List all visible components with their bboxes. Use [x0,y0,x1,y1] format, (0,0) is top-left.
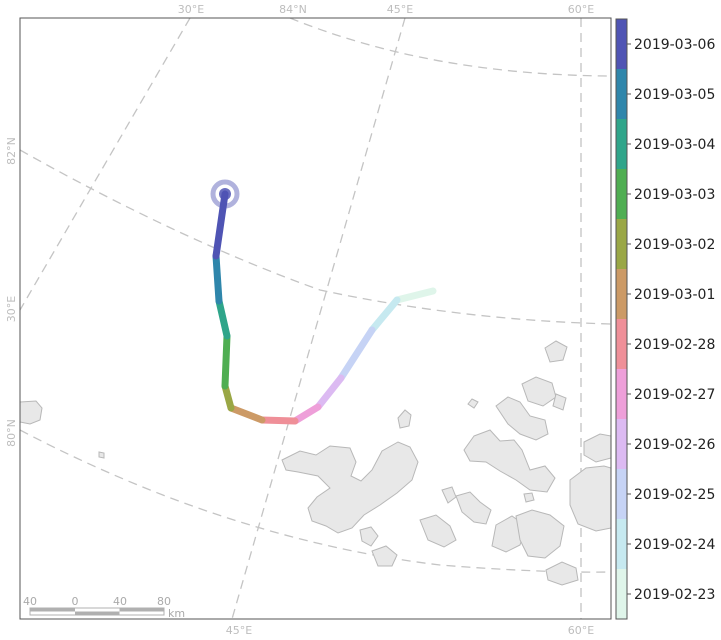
colorbar-border [615,18,628,620]
label-bottom-60e: 60°E [568,624,594,637]
colorbar-label-2019-03-03: 2019-03-03 [634,187,715,203]
track-segment-2019-03-03 [221,332,231,390]
label-top-30e: 30°E [178,3,204,16]
colorbar-label-2019-03-01: 2019-03-01 [634,287,715,303]
colorbar-label-2019-02-25: 2019-02-25 [634,487,715,503]
island-east-top [583,433,611,463]
label-left-82n: 82°N [5,137,18,165]
colorbar: 2019-03-06 2019-03-05 2019-03-04 2019-03-03… [616,19,715,619]
map-border [19,17,612,620]
island-cluster-3 [455,491,492,525]
colorbar-swatch-2019-03-06 [616,19,627,69]
scale-tick-0: 40 [23,595,37,608]
track-segment-2019-02-27 [291,403,322,425]
colorbar-swatch-2019-02-28 [616,319,627,369]
island-speck-2 [523,492,535,503]
island-s-2 [371,545,398,567]
colorbar-swatch-2019-03-04 [616,119,627,169]
island-mid-small [397,409,412,429]
island-s-1 [359,526,379,547]
drift-track [212,190,437,425]
scale-bar: 40 0 40 80 km [23,595,185,620]
track-segment-2019-03-05 [212,252,223,305]
colorbar-label-2019-03-02: 2019-03-02 [634,237,715,253]
track-segment-2019-02-28 [258,416,299,425]
colorbar-swatch-2019-02-27 [616,369,627,419]
land-masses [20,340,611,586]
island-cluster-2 [495,396,549,441]
track-segment-2019-03-01 [227,404,266,424]
colorbar-label-2019-02-28: 2019-02-28 [634,337,715,353]
colorbar-swatch-2019-03-01 [616,269,627,319]
track-segment-2019-03-02 [221,382,235,412]
colorbar-swatch-2019-02-25 [616,469,627,519]
colorbar-label-2019-03-04: 2019-03-04 [634,137,715,153]
island-east-large [569,465,611,532]
scale-tick-3: 80 [157,595,171,608]
island-ne-3 [552,393,567,411]
colorbar-label-2019-02-24: 2019-02-24 [634,537,715,553]
island-sw-small [545,561,579,586]
colorbar-swatch-2019-03-02 [616,219,627,269]
scale-tick-1: 0 [72,595,79,608]
island-left [20,400,43,425]
meridian-30e [20,18,191,311]
colorbar-swatch-2019-03-05 [616,69,627,119]
colorbar-label-2019-03-05: 2019-03-05 [634,87,715,103]
label-bottom-45e: 45°E [226,624,252,637]
island-speck [98,451,105,459]
end-position-marker[interactable] [210,179,240,209]
scale-unit: km [168,607,185,620]
island-ne-4 [467,398,479,409]
island-cluster-1 [463,429,556,493]
track-segment-2019-03-06 [212,190,229,260]
island-se-1 [419,514,457,548]
scale-tick-2: 40 [113,595,127,608]
colorbar-label-2019-02-23: 2019-02-23 [634,587,715,603]
scale-bar-segment-2 [75,611,120,615]
label-top-84n: 84°N [279,3,307,16]
colorbar-swatch-2019-02-23 [616,569,627,619]
track-segment-2019-02-25 [337,326,376,382]
colorbar-swatch-2019-03-03 [616,169,627,219]
track-segment-2019-02-26 [314,374,345,411]
colorbar-label-2019-02-27: 2019-02-27 [634,387,715,403]
colorbar-label-2019-02-26: 2019-02-26 [634,437,715,453]
parallel-84n [289,18,611,77]
island-main [281,441,419,534]
parallel-82n [20,149,611,325]
track-segment-2019-03-04 [215,297,231,340]
label-top-60e: 60°E [568,3,594,16]
colorbar-swatch-2019-02-24 [616,519,627,569]
colorbar-swatch-2019-02-26 [616,419,627,469]
island-cluster-5 [515,509,565,559]
track-segment-2019-02-23 [393,287,437,304]
label-top-45e: 45°E [387,3,413,16]
scale-bar-segment-1 [30,608,75,612]
label-left-80n: 80°N [5,419,18,447]
colorbar-label-2019-03-06: 2019-03-06 [634,37,715,53]
island-ne-1 [544,340,568,363]
label-left-30e: 30°E [5,296,18,322]
scale-bar-segment-3 [119,608,164,612]
track-segment-2019-02-24 [368,296,401,334]
